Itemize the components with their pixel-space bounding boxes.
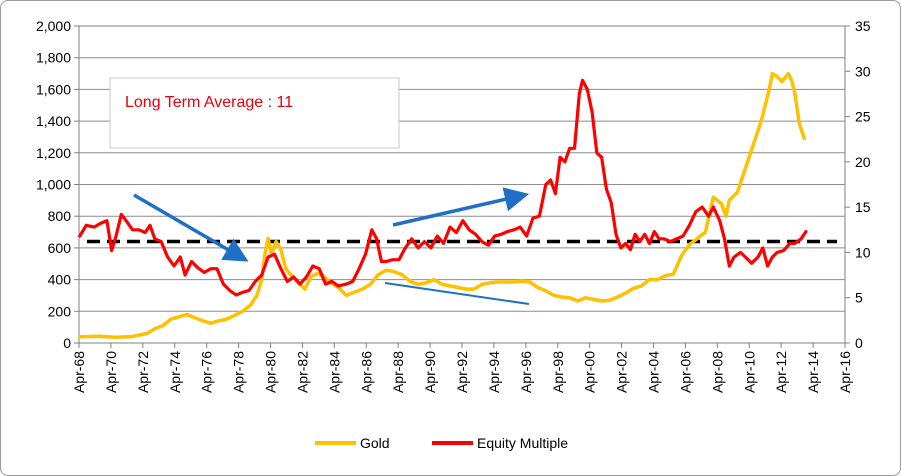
x-tick-label: Apr-94 [486,351,502,393]
left-tick-label: 1,000 [36,177,71,193]
legend: Gold Equity Multiple [315,435,568,451]
x-tick-label: Apr-74 [167,351,183,393]
left-tick-label: 2,000 [36,18,71,34]
x-tick-label: Apr-98 [550,351,566,393]
x-tick-label: Apr-10 [741,351,757,393]
right-tick-label: 20 [855,154,871,170]
left-tick-label: 600 [48,240,72,256]
gold-series-line [78,71,807,340]
legend-label-equity-multiple: Equity Multiple [477,435,568,451]
x-tick-label: Apr-06 [677,351,693,393]
left-tick-label: 400 [48,272,72,288]
x-tick-label: Apr-96 [518,351,534,393]
legend-label-gold: Gold [360,435,390,451]
left-tick-label: 0 [63,335,71,351]
x-tick-label: Apr-78 [231,351,247,393]
x-tick-label: Apr-04 [646,351,662,393]
x-tick-label: Apr-92 [454,351,470,393]
x-tick-label: Apr-80 [263,351,279,393]
trend-arrow-up [392,187,530,227]
x-tick-label: Apr-84 [326,351,342,393]
x-tick-label: Apr-70 [103,351,119,393]
left-y-axis: 0 200 400 600 800 1,000 1,200 1,400 1,600 1,800 2,… [36,18,79,351]
grid-lines [79,57,845,312]
right-tick-label: 30 [855,63,871,79]
right-tick-label: 5 [855,290,863,306]
right-tick-label: 0 [855,335,863,351]
x-tick-label: Apr-08 [709,351,725,393]
x-tick-label: Apr-88 [390,351,406,393]
series-layer [78,71,808,340]
right-y-axis: 0 5 10 15 20 25 30 35 [845,18,871,351]
left-tick-label: 1,200 [36,145,71,161]
x-tick-label: Apr-90 [422,351,438,393]
x-tick-label: Apr-00 [582,351,598,393]
x-tick-label: Apr-12 [773,351,789,393]
right-tick-label: 35 [855,18,871,34]
x-tick-label: Apr-68 [71,351,87,393]
right-tick-label: 15 [855,199,871,215]
x-tick-label: Apr-86 [358,351,374,393]
x-tick-label: Apr-76 [199,351,215,393]
x-tick-label: Apr-72 [135,351,151,393]
left-tick-label: 800 [48,208,72,224]
right-tick-label: 10 [855,244,871,260]
x-tick-label: Apr-02 [614,351,630,393]
trend-arrow-down [133,193,249,262]
annotation-box [109,77,400,149]
left-tick-label: 1,600 [36,81,71,97]
left-tick-label: 1,800 [36,50,71,66]
equity-multiple-series-line [78,78,808,297]
x-tick-label: Apr-82 [294,351,310,393]
trend-line-gold-decline [384,282,530,305]
x-axis: Apr-68 Apr-70 Apr-72 Apr-74 Apr-76 Apr-78 Apr-… [71,343,853,393]
annotation-text: Long Term Average : 11 [125,94,293,111]
right-tick-label: 25 [855,109,871,125]
left-tick-label: 200 [48,303,72,319]
x-tick-label: Apr-16 [837,351,853,393]
x-tick-label: Apr-14 [805,351,821,393]
left-tick-label: 1,400 [36,113,71,129]
